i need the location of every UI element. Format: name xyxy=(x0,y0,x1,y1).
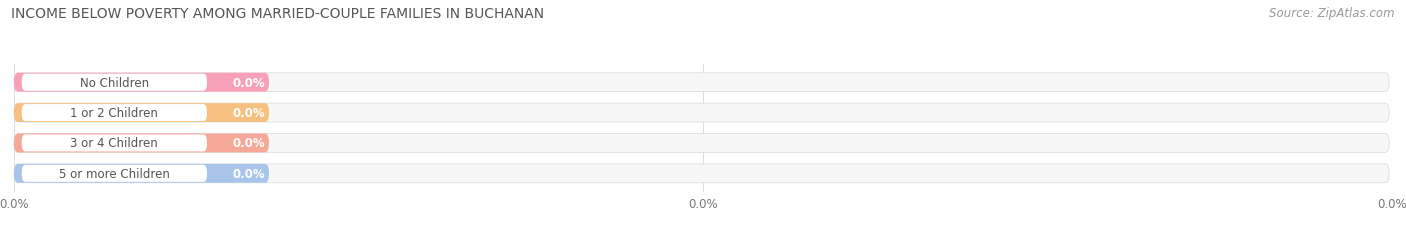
FancyBboxPatch shape xyxy=(14,134,269,153)
FancyBboxPatch shape xyxy=(14,104,269,122)
Text: 0.0%: 0.0% xyxy=(232,167,264,180)
FancyBboxPatch shape xyxy=(14,73,269,92)
FancyBboxPatch shape xyxy=(14,73,1389,92)
Text: 0.0%: 0.0% xyxy=(232,107,264,120)
FancyBboxPatch shape xyxy=(14,164,269,183)
FancyBboxPatch shape xyxy=(14,104,1389,122)
FancyBboxPatch shape xyxy=(21,165,207,182)
FancyBboxPatch shape xyxy=(14,134,1389,153)
Text: 3 or 4 Children: 3 or 4 Children xyxy=(70,137,159,150)
Text: No Children: No Children xyxy=(80,76,149,89)
FancyBboxPatch shape xyxy=(21,135,207,152)
FancyBboxPatch shape xyxy=(21,74,207,91)
Text: 5 or more Children: 5 or more Children xyxy=(59,167,170,180)
Text: 0.0%: 0.0% xyxy=(232,137,264,150)
FancyBboxPatch shape xyxy=(21,105,207,122)
Text: 0.0%: 0.0% xyxy=(232,76,264,89)
Text: INCOME BELOW POVERTY AMONG MARRIED-COUPLE FAMILIES IN BUCHANAN: INCOME BELOW POVERTY AMONG MARRIED-COUPL… xyxy=(11,7,544,21)
Text: Source: ZipAtlas.com: Source: ZipAtlas.com xyxy=(1270,7,1395,20)
FancyBboxPatch shape xyxy=(14,164,1389,183)
Text: 1 or 2 Children: 1 or 2 Children xyxy=(70,107,159,120)
